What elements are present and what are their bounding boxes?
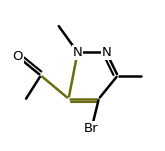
Text: N: N	[73, 46, 82, 59]
Text: N: N	[101, 46, 111, 59]
Text: Br: Br	[84, 122, 99, 135]
Text: O: O	[13, 50, 23, 63]
